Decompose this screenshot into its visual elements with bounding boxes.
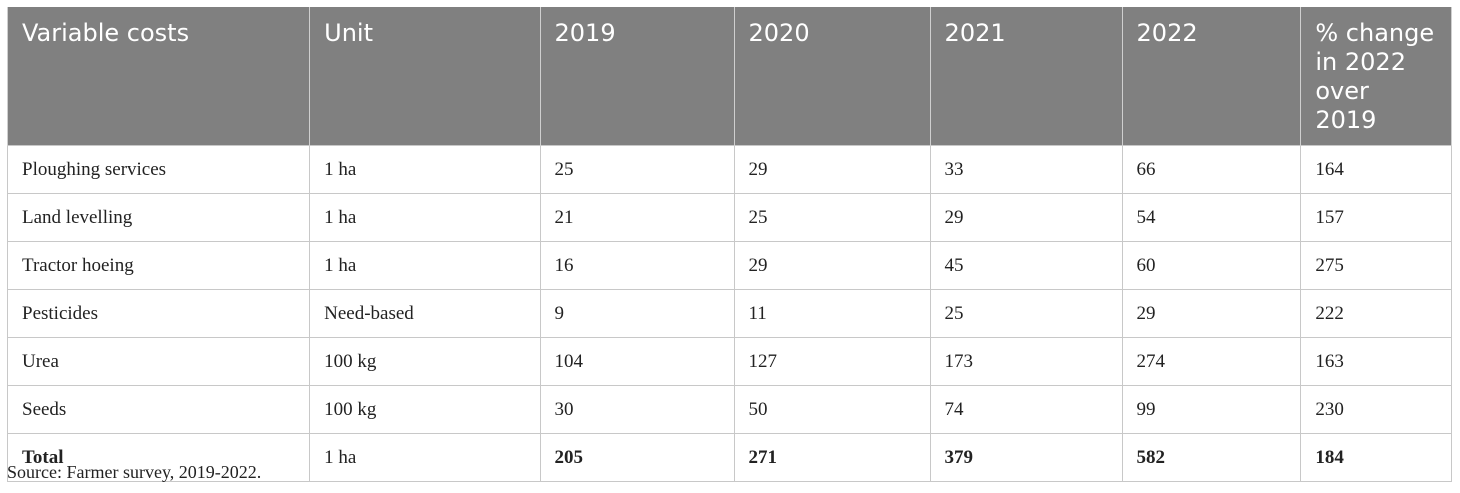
- cell-unit: 1 ha: [309, 193, 541, 242]
- cell-2021: 29: [929, 193, 1123, 242]
- cell-unit: 100 kg: [309, 337, 541, 386]
- table-row: Urea 100 kg 104 127 173 274 163: [6, 337, 1452, 386]
- cell-2022: 274: [1121, 337, 1302, 386]
- table-row: Ploughing services 1 ha 25 29 33 66 164: [6, 145, 1452, 194]
- cell-total-2021: 379: [929, 433, 1123, 482]
- cell-2019: 104: [539, 337, 735, 386]
- cell-unit: Need-based: [309, 289, 541, 338]
- cell-total-2020: 271: [733, 433, 931, 482]
- header-2019: 2019: [539, 7, 735, 146]
- cost-table-container: Variable costs Unit 2019 2020 2021 2022 …: [6, 7, 1452, 482]
- variable-costs-table: Variable costs Unit 2019 2020 2021 2022 …: [6, 7, 1452, 482]
- cell-total-2019: 205: [539, 433, 735, 482]
- cell-percent-change: 163: [1300, 337, 1452, 386]
- cell-2019: 16: [539, 241, 735, 290]
- cell-2020: 25: [733, 193, 931, 242]
- cell-variable: Land levelling: [6, 193, 311, 242]
- cell-total-2022: 582: [1121, 433, 1302, 482]
- cell-2020: 29: [733, 145, 931, 194]
- table-header-row: Variable costs Unit 2019 2020 2021 2022 …: [6, 7, 1452, 146]
- cell-2022: 66: [1121, 145, 1302, 194]
- header-unit: Unit: [309, 7, 541, 146]
- cell-percent-change: 164: [1300, 145, 1452, 194]
- table-row: Seeds 100 kg 30 50 74 99 230: [6, 385, 1452, 434]
- cell-percent-change: 275: [1300, 241, 1452, 290]
- cell-2021: 74: [929, 385, 1123, 434]
- cell-variable: Urea: [6, 337, 311, 386]
- cell-unit: 1 ha: [309, 241, 541, 290]
- cell-2022: 60: [1121, 241, 1302, 290]
- cell-2020: 29: [733, 241, 931, 290]
- cell-2019: 9: [539, 289, 735, 338]
- cell-2019: 25: [539, 145, 735, 194]
- cell-variable: Ploughing services: [6, 145, 311, 194]
- cell-2021: 25: [929, 289, 1123, 338]
- cell-total-percent-change: 184: [1300, 433, 1452, 482]
- cell-percent-change: 157: [1300, 193, 1452, 242]
- cell-2019: 30: [539, 385, 735, 434]
- cell-variable: Pesticides: [6, 289, 311, 338]
- cell-total-label: Total: [6, 433, 311, 482]
- total-row: Total 1 ha 205 271 379 582 184: [6, 433, 1452, 482]
- cell-unit: 1 ha: [309, 145, 541, 194]
- cell-variable: Seeds: [6, 385, 311, 434]
- cell-unit: 1 ha: [309, 433, 541, 482]
- cell-2021: 173: [929, 337, 1123, 386]
- cell-variable: Tractor hoeing: [6, 241, 311, 290]
- table-row: Pesticides Need-based 9 11 25 29 222: [6, 289, 1452, 338]
- cell-2022: 29: [1121, 289, 1302, 338]
- header-variable-costs: Variable costs: [6, 7, 311, 146]
- header-2020: 2020: [733, 7, 931, 146]
- cell-2020: 127: [733, 337, 931, 386]
- cell-2022: 54: [1121, 193, 1302, 242]
- cell-2021: 45: [929, 241, 1123, 290]
- cell-2022: 99: [1121, 385, 1302, 434]
- source-note: Source: Farmer survey, 2019-2022.: [7, 462, 262, 482]
- header-percent-change: % change in 2022 over 2019: [1300, 7, 1452, 146]
- header-2021: 2021: [929, 7, 1123, 146]
- header-2022: 2022: [1121, 7, 1302, 146]
- cell-unit: 100 kg: [309, 385, 541, 434]
- cell-percent-change: 230: [1300, 385, 1452, 434]
- cell-percent-change: 222: [1300, 289, 1452, 338]
- cell-2021: 33: [929, 145, 1123, 194]
- cell-2020: 11: [733, 289, 931, 338]
- cell-2020: 50: [733, 385, 931, 434]
- cell-2019: 21: [539, 193, 735, 242]
- table-row: Land levelling 1 ha 21 25 29 54 157: [6, 193, 1452, 242]
- table-row: Tractor hoeing 1 ha 16 29 45 60 275: [6, 241, 1452, 290]
